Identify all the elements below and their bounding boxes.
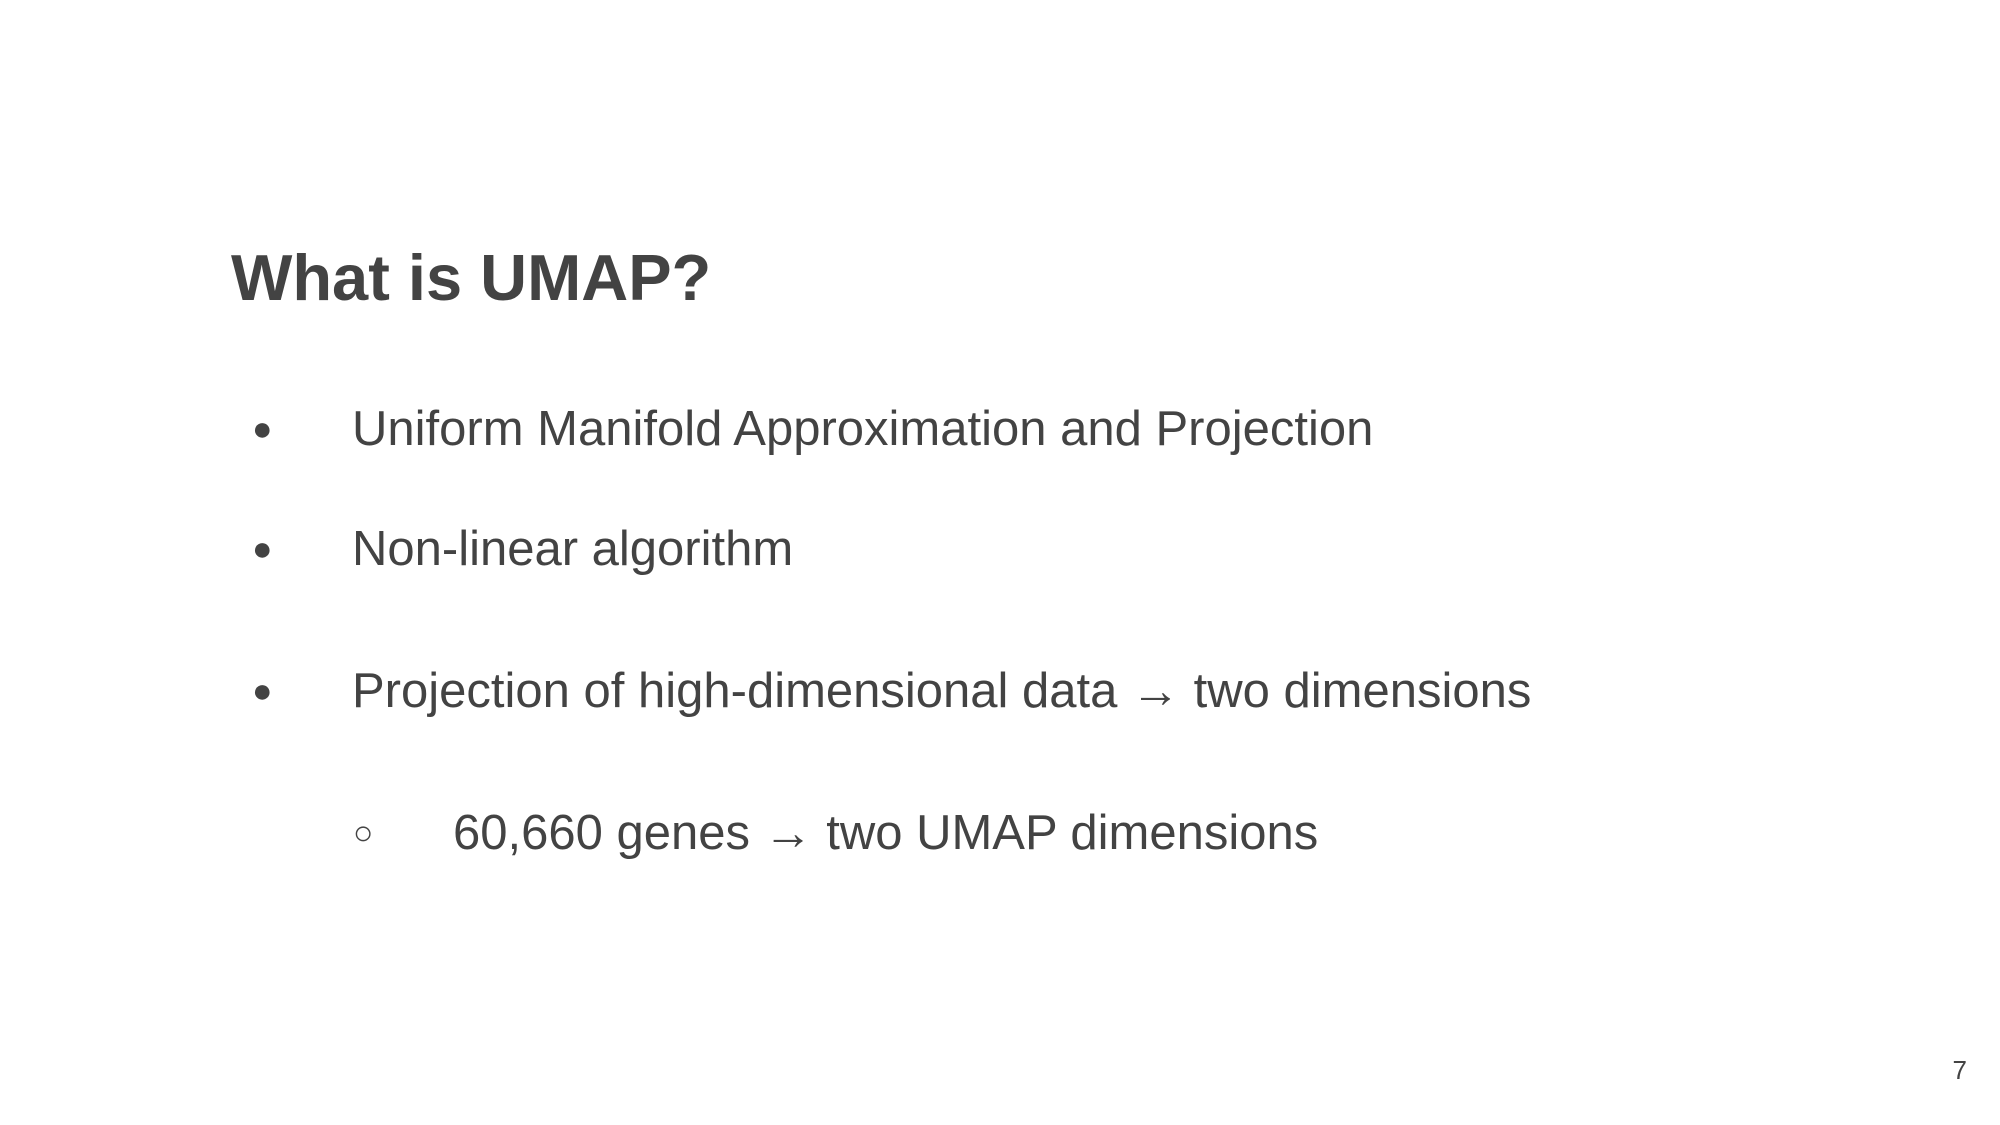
bullet-item: ● Uniform Manifold Approximation and Pro… (252, 399, 1373, 459)
sub-bullet-item: ○ 60,660 genes → two UMAP dimensions (353, 803, 1318, 863)
bullet-dot-icon: ● (252, 410, 273, 448)
bullet-item: ● Projection of high-dimensional data → … (252, 661, 1531, 721)
bullet-text: Projection of high-dimensional data → tw… (352, 664, 1532, 718)
bullet-text: Non-linear algorithm (352, 522, 794, 576)
bullet-dot-icon: ● (252, 672, 273, 710)
slide-title: What is UMAP? (231, 241, 712, 314)
bullet-dot-icon: ● (252, 530, 273, 568)
bullet-item: ● Non-linear algorithm (252, 519, 793, 579)
sub-bullet-text: 60,660 genes → two UMAP dimensions (453, 806, 1319, 860)
page-number: 7 (1952, 1055, 1967, 1085)
bullet-circle-icon: ○ (353, 814, 374, 852)
bullet-text: Uniform Manifold Approximation and Proje… (352, 402, 1374, 456)
